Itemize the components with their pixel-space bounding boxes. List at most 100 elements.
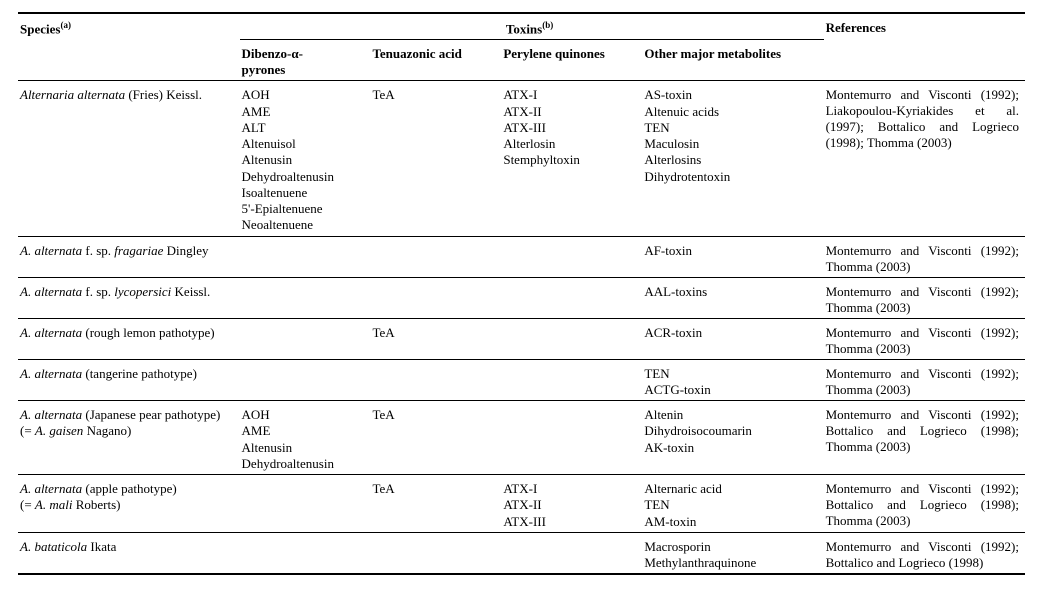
header-species-label: Species <box>20 21 60 36</box>
table-row: A. bataticola Ikata MacrosporinMethylanth… <box>18 537 1025 575</box>
value: ACTG-toxin <box>644 382 817 398</box>
perylene-cell <box>501 364 642 401</box>
value: AAL-toxins <box>644 284 817 300</box>
value: TeA <box>372 325 495 341</box>
dibenzo-cell <box>240 479 371 532</box>
value: TeA <box>372 481 495 497</box>
header-empty-ref <box>824 44 1025 81</box>
value: Alterlosins <box>644 152 817 168</box>
other-cell: AAL-toxins <box>642 282 823 319</box>
value: TEN <box>644 497 817 513</box>
table-body: Alternaria alternata (Fries) Keissl.AOHA… <box>18 85 1025 574</box>
species-cell: A. bataticola Ikata <box>18 537 240 575</box>
header-row-1: Species(a) Toxins(b) References <box>18 18 1025 40</box>
other-cell: AF-toxin <box>642 241 823 278</box>
value: Isoaltenuene <box>242 185 365 201</box>
other-cell: TENACTG-toxin <box>642 364 823 401</box>
toxin-table: Species(a) Toxins(b) References Dibenzo-… <box>18 12 1025 579</box>
tea-cell: TeA <box>370 479 501 532</box>
value: AS-toxin <box>644 87 817 103</box>
references-cell: Montemurro and Visconti (1992); Bottalic… <box>824 479 1025 532</box>
tea-cell <box>370 282 501 319</box>
references-cell: Montemurro and Visconti (1992); Thomma (… <box>824 323 1025 360</box>
header-dibenzo-l2: pyrones <box>242 62 365 78</box>
rule-bottom <box>18 574 1025 579</box>
header-species-sup: (a) <box>60 20 71 30</box>
dibenzo-cell <box>240 323 371 360</box>
value: ACR-toxin <box>644 325 817 341</box>
other-cell: AS-toxinAltenuic acidsTENMaculosinAlterl… <box>642 85 823 236</box>
references-cell: Montemurro and Visconti (1992); Thomma (… <box>824 364 1025 401</box>
other-cell: ACR-toxin <box>642 323 823 360</box>
references-cell: Montemurro and Visconti (1992); Thomma (… <box>824 282 1025 319</box>
table-row: A. alternata f. sp. lycopersici Keissl. A… <box>18 282 1025 319</box>
value: Altenusin <box>242 440 365 456</box>
table-row: A. alternata (apple pathotype)(= A. mali… <box>18 479 1025 532</box>
value: ATX-I <box>503 481 636 497</box>
value: AM-toxin <box>644 514 817 530</box>
value: ATX-II <box>503 497 636 513</box>
value: Alternaric acid <box>644 481 817 497</box>
header-toxins-sup: (b) <box>542 20 553 30</box>
value: AOH <box>242 87 365 103</box>
header-empty <box>18 44 240 81</box>
header-dibenzo-l1: Dibenzo-α- <box>242 46 365 62</box>
table-row: Alternaria alternata (Fries) Keissl.AOHA… <box>18 85 1025 236</box>
header-references: References <box>824 18 1025 44</box>
value: ATX-I <box>503 87 636 103</box>
dibenzo-cell <box>240 364 371 401</box>
value: ATX-II <box>503 104 636 120</box>
value: AK-toxin <box>644 440 817 456</box>
value: AOH <box>242 407 365 423</box>
perylene-cell <box>501 241 642 278</box>
header-species: Species(a) <box>18 18 240 44</box>
value: Altenusin <box>242 152 365 168</box>
species-cell: A. alternata (apple pathotype)(= A. mali… <box>18 479 240 532</box>
dibenzo-cell <box>240 282 371 319</box>
table-row: A. alternata (rough lemon pathotype) TeA A… <box>18 323 1025 360</box>
tea-cell: TeA <box>370 405 501 475</box>
perylene-cell <box>501 537 642 575</box>
references-cell: Montemurro and Visconti (1992); Liakopou… <box>824 85 1025 236</box>
other-cell: MacrosporinMethylanthraquinone <box>642 537 823 575</box>
value: Altenuic acids <box>644 104 817 120</box>
other-cell: Alternaric acidTENAM-toxin <box>642 479 823 532</box>
value: Maculosin <box>644 136 817 152</box>
tea-cell <box>370 364 501 401</box>
perylene-cell <box>501 323 642 360</box>
value: TeA <box>372 87 495 103</box>
value: AME <box>242 423 365 439</box>
value: Altenuisol <box>242 136 365 152</box>
references-cell: Montemurro and Visconti (1992); Thomma (… <box>824 241 1025 278</box>
species-cell: Alternaria alternata (Fries) Keissl. <box>18 85 240 236</box>
species-cell: A. alternata (rough lemon pathotype) <box>18 323 240 360</box>
tea-cell: TeA <box>370 323 501 360</box>
dibenzo-cell: AOHAMEALTAltenuisolAltenusinDehydroalten… <box>240 85 371 236</box>
perylene-cell <box>501 282 642 319</box>
header-row-2: Dibenzo-α- pyrones Tenuazonic acid Peryl… <box>18 44 1025 81</box>
table-row: A. alternata (Japanese pear pathotype)(=… <box>18 405 1025 475</box>
header-toxins-label: Toxins <box>506 21 542 36</box>
header-tea: Tenuazonic acid <box>370 44 501 81</box>
tea-cell <box>370 241 501 278</box>
value: Methylanthraquinone <box>644 555 817 571</box>
value: 5'-Epialtenuene <box>242 201 365 217</box>
species-cell: A. alternata (tangerine pathotype) <box>18 364 240 401</box>
header-references-label: References <box>826 20 886 35</box>
value: Altenin <box>644 407 817 423</box>
references-cell: Montemurro and Visconti (1992); Bottalic… <box>824 537 1025 575</box>
dibenzo-cell <box>240 537 371 575</box>
species-cell: A. alternata f. sp. fragariae Dingley <box>18 241 240 278</box>
value: Dehydroaltenusin <box>242 456 365 472</box>
value: Dihydrotentoxin <box>644 169 817 185</box>
value: TEN <box>644 120 817 136</box>
references-cell: Montemurro and Visconti (1992); Bottalic… <box>824 405 1025 475</box>
value: Dehydroaltenusin <box>242 169 365 185</box>
value: TeA <box>372 407 495 423</box>
value: AME <box>242 104 365 120</box>
value: ATX-III <box>503 120 636 136</box>
value: ATX-III <box>503 514 636 530</box>
header-toxins: Toxins(b) <box>240 18 824 40</box>
value: TEN <box>644 366 817 382</box>
species-cell: A. alternata f. sp. lycopersici Keissl. <box>18 282 240 319</box>
